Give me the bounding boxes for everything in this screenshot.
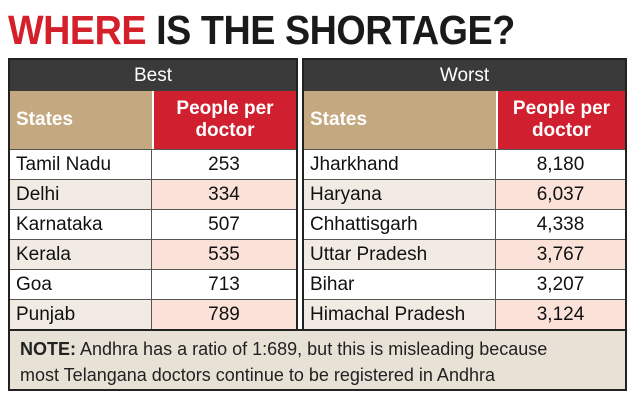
people-per-doctor-cell: 253	[152, 150, 296, 179]
state-cell: Uttar Pradesh	[304, 240, 496, 269]
table-row: Haryana 6,037	[304, 179, 625, 209]
best-table: Best States People per doctor Tamil Nadu 2…	[8, 58, 298, 329]
state-cell: Jharkhand	[304, 150, 496, 179]
people-per-doctor-cell: 535	[152, 240, 296, 269]
people-per-doctor-cell: 3,124	[496, 300, 625, 329]
worst-people-per-doctor-header: People per doctor	[496, 91, 625, 149]
people-per-doctor-cell: 4,338	[496, 210, 625, 239]
state-cell: Karnataka	[10, 210, 152, 239]
table-row: Chhattisgarh 4,338	[304, 209, 625, 239]
worst-column-headers: States People per doctor	[304, 91, 625, 149]
people-per-doctor-cell: 8,180	[496, 150, 625, 179]
state-cell: Chhattisgarh	[304, 210, 496, 239]
footnote-line-1: NOTE: Andhra has a ratio of 1:689, but t…	[20, 336, 615, 362]
state-cell: Delhi	[10, 180, 152, 209]
table-row: Tamil Nadu 253	[10, 149, 296, 179]
state-cell: Tamil Nadu	[10, 150, 152, 179]
state-cell: Punjab	[10, 300, 152, 329]
people-per-doctor-cell: 3,767	[496, 240, 625, 269]
state-cell: Kerala	[10, 240, 152, 269]
best-states-header: States	[10, 91, 152, 149]
best-table-heading: Best	[10, 60, 296, 91]
table-row: Himachal Pradesh 3,124	[304, 299, 625, 329]
worst-table-heading: Worst	[304, 60, 625, 91]
state-cell: Goa	[10, 270, 152, 299]
title-rest: IS THE SHORTAGE?	[156, 7, 515, 53]
table-row: Karnataka 507	[10, 209, 296, 239]
people-per-doctor-cell: 3,207	[496, 270, 625, 299]
page-title: WHERE IS THE SHORTAGE?	[8, 4, 515, 56]
table-row: Goa 713	[10, 269, 296, 299]
table-row: Bihar 3,207	[304, 269, 625, 299]
worst-table: Worst States People per doctor Jharkhand 8…	[302, 58, 627, 329]
worst-rows: Jharkhand 8,180 Haryana 6,037 Chhattisgarh 4,…	[304, 149, 625, 329]
people-per-doctor-cell: 713	[152, 270, 296, 299]
table-row: Punjab 789	[10, 299, 296, 329]
table-row: Kerala 535	[10, 239, 296, 269]
title-highlight: WHERE	[8, 7, 147, 53]
state-cell: Haryana	[304, 180, 496, 209]
people-per-doctor-cell: 334	[152, 180, 296, 209]
people-per-doctor-cell: 789	[152, 300, 296, 329]
note-text-line-2: most Telangana doctors continue to be re…	[20, 365, 495, 385]
note-label: NOTE:	[20, 339, 76, 359]
table-row: Delhi 334	[10, 179, 296, 209]
note-text-line-1: Andhra has a ratio of 1:689, but this is…	[80, 339, 548, 359]
table-row: Jharkhand 8,180	[304, 149, 625, 179]
state-cell: Himachal Pradesh	[304, 300, 496, 329]
best-people-per-doctor-header: People per doctor	[152, 91, 296, 149]
people-per-doctor-cell: 507	[152, 210, 296, 239]
people-per-doctor-cell: 6,037	[496, 180, 625, 209]
state-cell: Bihar	[304, 270, 496, 299]
best-column-headers: States People per doctor	[10, 91, 296, 149]
table-row: Uttar Pradesh 3,767	[304, 239, 625, 269]
best-rows: Tamil Nadu 253 Delhi 334 Karnataka 507 Kerala 5…	[10, 149, 296, 329]
worst-states-header: States	[304, 91, 496, 149]
footnote: NOTE: Andhra has a ratio of 1:689, but t…	[8, 329, 627, 391]
